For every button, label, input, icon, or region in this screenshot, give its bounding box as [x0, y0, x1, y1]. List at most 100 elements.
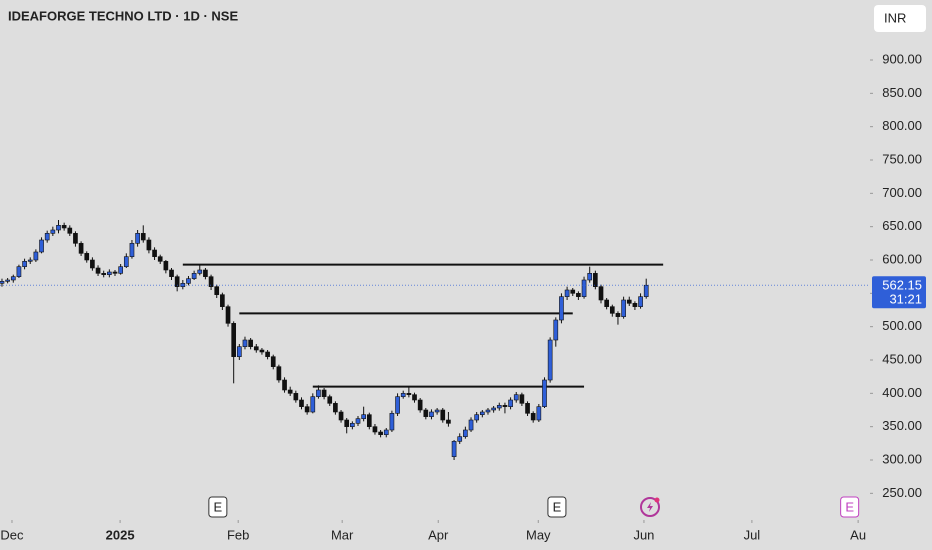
candle-body — [225, 306, 231, 324]
countdown-label: 31:21 — [889, 292, 922, 307]
candle-body — [383, 429, 389, 435]
y-tick-label: 850.00 — [882, 85, 922, 100]
candle-body — [50, 229, 56, 234]
last-price-label: 562.15 — [882, 278, 922, 293]
y-tick-label: 600.00 — [882, 251, 922, 266]
candle-body — [378, 431, 383, 435]
candle-body — [95, 267, 101, 274]
candle-body — [197, 269, 203, 274]
candle-body — [16, 266, 22, 277]
event-label[interactable]: E — [553, 499, 562, 514]
candle-body — [152, 249, 157, 257]
candle-body — [536, 406, 542, 421]
event-label[interactable]: E — [214, 499, 223, 514]
candle-body — [123, 256, 129, 267]
currency-label[interactable]: INR — [884, 10, 906, 25]
candle-body — [547, 339, 553, 381]
candle-body — [163, 261, 169, 271]
candle-body — [400, 393, 406, 397]
candle-body — [276, 366, 282, 381]
candle-body — [191, 273, 197, 279]
x-tick-label: Apr — [428, 527, 449, 542]
chart-title: IDEAFORGE TECHNO LTD · 1D · NSE — [8, 8, 238, 23]
candle-body — [564, 289, 570, 297]
candle-body — [67, 227, 73, 234]
candle-body — [321, 389, 327, 397]
candle-body — [615, 313, 621, 317]
event-marker[interactable] — [208, 496, 228, 518]
candle-body — [140, 233, 146, 241]
candle-body — [180, 283, 186, 287]
currency-button[interactable] — [874, 5, 926, 32]
x-tick-label: 2025 — [106, 527, 135, 542]
candle-body — [169, 269, 174, 277]
event-marker[interactable] — [840, 496, 860, 518]
x-tick-label: Jul — [744, 527, 761, 542]
last-price-box — [872, 276, 926, 309]
candle-body — [485, 409, 491, 413]
candle-body — [282, 379, 287, 391]
candle-body — [632, 303, 638, 307]
candle-body — [220, 294, 225, 307]
candle-body — [525, 403, 530, 414]
candle-body — [327, 396, 333, 404]
candle-body — [56, 225, 61, 231]
candle-body — [638, 296, 643, 307]
candle-body — [446, 419, 451, 424]
candle-body — [61, 225, 67, 229]
candle-body — [174, 276, 180, 287]
event-marker[interactable] — [547, 496, 567, 518]
candle-body — [157, 256, 163, 262]
lightning-icon[interactable] — [640, 497, 660, 517]
event-label[interactable]: E — [845, 499, 854, 514]
candle-body — [479, 411, 485, 415]
y-tick-label: 250.00 — [882, 485, 922, 500]
candle-body — [434, 409, 440, 413]
candle-body — [253, 346, 259, 351]
candle-body — [508, 399, 513, 407]
candle-body — [609, 306, 615, 314]
candle-body — [231, 323, 237, 357]
candle-body — [107, 271, 112, 275]
candle-body — [451, 441, 457, 457]
candle-body — [90, 259, 95, 269]
candle-body — [361, 414, 366, 419]
candle-body — [293, 393, 299, 401]
candle-body — [372, 426, 378, 433]
candle-body — [429, 411, 434, 417]
candle-body — [457, 436, 463, 442]
x-tick-label: May — [526, 527, 551, 542]
candle-body — [395, 396, 400, 414]
candle-body — [186, 278, 191, 284]
y-tick-label: 750.00 — [882, 151, 922, 166]
candle-body — [519, 394, 525, 404]
candle-body — [0, 281, 5, 284]
candle-body — [417, 399, 423, 411]
y-tick-label: 500.00 — [882, 318, 922, 333]
candle-body — [604, 299, 609, 307]
candle-body — [553, 319, 559, 341]
candle-body — [338, 411, 344, 421]
x-tick-label: Feb — [227, 527, 249, 542]
candle-body — [146, 239, 152, 251]
candle-body — [463, 429, 468, 437]
candle-body — [316, 389, 321, 397]
candle-body — [496, 405, 502, 409]
candle-body — [22, 261, 27, 267]
candle-body — [576, 293, 581, 297]
candle-body — [355, 418, 361, 424]
candle-body — [366, 414, 372, 427]
candle-body — [112, 271, 118, 274]
candle-body — [265, 351, 270, 357]
candle-body — [214, 286, 220, 295]
candle-body — [344, 419, 350, 427]
y-tick-label: 700.00 — [882, 185, 922, 200]
candle-body — [304, 406, 310, 413]
candle-body — [333, 403, 338, 413]
candle-body — [621, 299, 626, 317]
candle-body — [73, 233, 78, 244]
candle-body — [33, 251, 39, 261]
x-tick-label: Jun — [633, 527, 654, 542]
